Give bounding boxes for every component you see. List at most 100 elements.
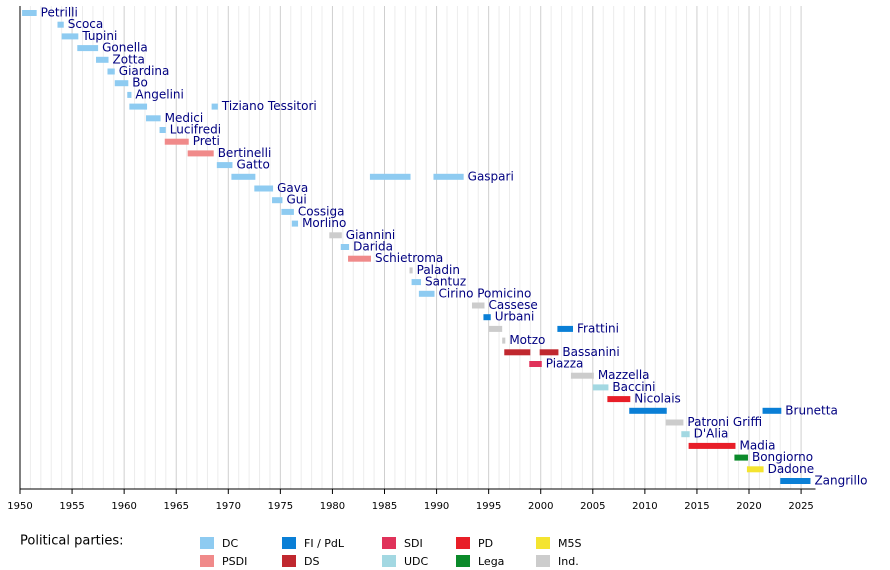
term-bar <box>127 91 132 98</box>
legend-label: M5S <box>558 537 581 550</box>
minister-label: Motzo <box>509 333 545 347</box>
legend-swatch <box>536 537 550 549</box>
term-bar <box>411 279 421 286</box>
legend-label: UDC <box>404 555 429 568</box>
term-bar <box>471 302 485 309</box>
x-tick-label: 1970 <box>216 501 241 512</box>
legend-swatch <box>200 537 214 549</box>
term-bar <box>681 431 690 438</box>
legend-swatch <box>536 555 550 567</box>
x-tick-label: 1990 <box>424 501 449 512</box>
legend-label: SDI <box>404 537 423 550</box>
minister-label: Madia <box>739 438 775 452</box>
x-tick-label: 1955 <box>59 501 84 512</box>
term-bar <box>418 290 435 297</box>
x-tick-label: 2025 <box>788 501 813 512</box>
minister-label: Gui <box>286 193 306 207</box>
legend-label: DC <box>222 537 238 550</box>
legend-swatch <box>282 555 296 567</box>
minister-label: Gonella <box>102 41 148 55</box>
minister-label: Morlino <box>302 216 346 230</box>
term-bar <box>483 314 491 321</box>
legend-swatch <box>456 555 470 567</box>
minister-label: Paladin <box>417 263 460 277</box>
minister-label: Piazza <box>546 357 584 371</box>
minister-label: Cossiga <box>298 204 345 218</box>
minister-label: Giardina <box>119 64 170 78</box>
minister-label: Zangrillo <box>814 474 867 488</box>
term-bar <box>291 220 299 227</box>
term-bar <box>281 208 294 215</box>
x-tick-label: 1950 <box>7 501 32 512</box>
legend-label: PD <box>478 537 493 550</box>
minister-label: Scoca <box>68 17 104 31</box>
term-bar <box>340 244 350 250</box>
legend-label: FI / PdL <box>304 537 345 550</box>
term-bar <box>114 80 129 87</box>
legend-swatch <box>282 537 296 549</box>
legend-label: Ind. <box>558 555 579 568</box>
minister-label: Bassanini <box>562 345 619 359</box>
x-tick-label: 1985 <box>372 501 397 512</box>
minister-label: Darida <box>353 240 393 254</box>
x-tick-label: 2005 <box>580 501 605 512</box>
legend-label: Lega <box>478 555 504 568</box>
minister-label: Gatto <box>236 158 269 172</box>
term-bar <box>688 442 736 449</box>
minister-label: Baccini <box>612 380 655 394</box>
x-tick-label: 1965 <box>163 501 188 512</box>
term-bar <box>216 162 233 169</box>
minister-label: Cirino Pomicino <box>438 286 531 300</box>
term-bar <box>211 103 218 110</box>
legend-swatch <box>382 537 396 549</box>
minister-label: Patroni Griffi <box>687 415 762 429</box>
minister-label: Tupini <box>81 29 117 43</box>
term-bar <box>529 361 542 367</box>
minister-label: Lucifredi <box>170 123 221 137</box>
minister-label: Bertinelli <box>218 146 272 160</box>
x-tick-label: 2000 <box>528 501 553 512</box>
term-bar <box>369 173 411 180</box>
term-bar <box>502 337 506 344</box>
minister-label: Medici <box>165 111 204 125</box>
term-bar <box>409 267 413 274</box>
term-bar <box>734 454 748 461</box>
legend-label: DS <box>304 555 319 568</box>
term-bar <box>348 255 371 262</box>
term-bar <box>433 173 464 180</box>
minister-label: Urbani <box>495 310 535 324</box>
minister-label: Cassese <box>488 298 537 312</box>
minister-label: Frattini <box>577 321 619 335</box>
term-bar <box>272 197 283 204</box>
minister-label: Bongiorno <box>752 450 813 464</box>
minister-label: Gaspari <box>468 169 514 183</box>
x-tick-label: 2015 <box>684 501 709 512</box>
term-bar <box>329 232 342 239</box>
term-bar <box>159 127 166 133</box>
term-bar <box>539 349 559 356</box>
term-bar <box>488 325 503 332</box>
legend-label: PSDI <box>222 555 247 568</box>
term-bar <box>592 384 609 391</box>
minister-label: Angelini <box>135 87 183 101</box>
term-bar <box>22 10 37 16</box>
minister-label: D'Alia <box>694 427 729 441</box>
minister-label: Santuz <box>425 275 466 289</box>
minister-label: Gava <box>277 181 308 195</box>
minister-label: Nicolais <box>634 392 681 406</box>
term-bar <box>607 396 631 403</box>
term-bar <box>146 115 161 122</box>
term-bar <box>665 419 684 426</box>
legend-title: Political parties: <box>20 534 124 549</box>
legend-swatch <box>200 555 214 567</box>
minister-label: Zotta <box>113 52 145 66</box>
minister-label: Brunetta <box>785 403 838 417</box>
term-bar <box>762 407 782 414</box>
minister-label: Schietroma <box>375 251 443 265</box>
term-bar <box>57 21 64 28</box>
minister-label: Petrilli <box>41 6 78 20</box>
legend-swatch <box>456 537 470 549</box>
term-bar <box>61 33 79 40</box>
term-bar <box>254 185 274 192</box>
